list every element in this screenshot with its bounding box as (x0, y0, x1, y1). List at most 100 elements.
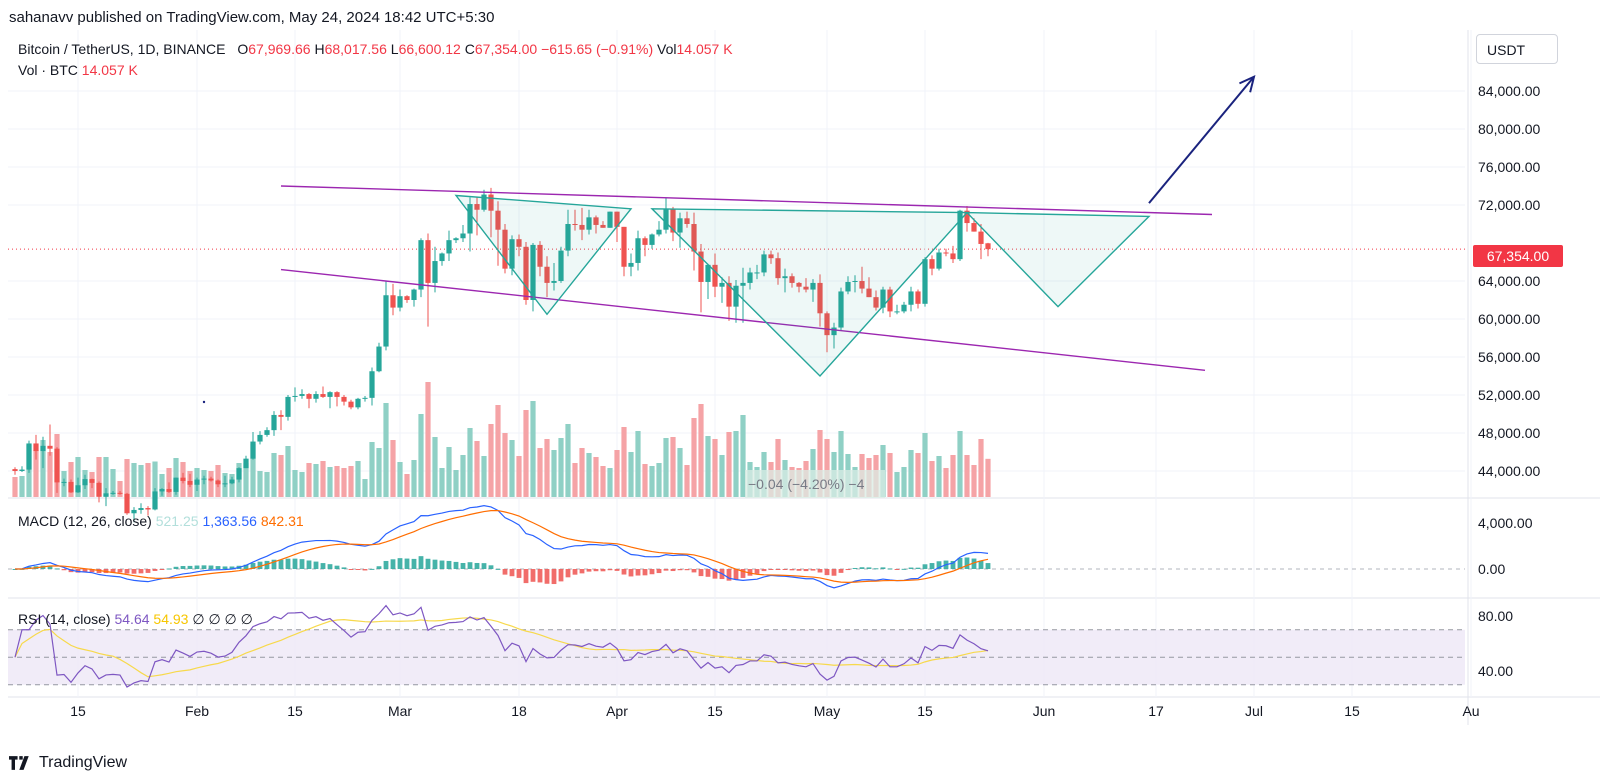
vol-label: Vol (657, 41, 677, 57)
macd-histogram-bar (117, 569, 123, 573)
macd-histogram-bar (194, 565, 200, 569)
volume-bar (306, 463, 312, 497)
macd-histogram-bar (929, 563, 935, 569)
volume-bar (705, 436, 711, 497)
volume-bar (68, 462, 74, 497)
volume-bar (313, 464, 319, 497)
symbol-name[interactable]: Bitcoin / TetherUS, 1D, BINANCE (18, 41, 226, 57)
rsi-label[interactable]: RSI (14, close) (18, 611, 111, 627)
candle-body (40, 445, 46, 452)
volume-bar (341, 468, 347, 497)
macd-histogram-bar (404, 558, 410, 569)
volume-bar (152, 461, 158, 497)
candle-body (145, 508, 151, 510)
macd-histogram-bar (614, 569, 620, 571)
candle-body (33, 443, 39, 452)
time-tick-label: Au (1462, 703, 1479, 719)
candle-body (943, 252, 949, 254)
time-tick-label: 15 (70, 703, 86, 719)
volume-bar (775, 439, 781, 497)
currency-unit-button[interactable]: USDT (1476, 34, 1558, 64)
macd-histogram-bar (243, 564, 249, 569)
volume-bar (537, 448, 543, 497)
volume-bar (47, 452, 53, 497)
volume-bar (271, 453, 277, 497)
macd-histogram-bar (299, 559, 305, 569)
volume-bar (173, 458, 179, 497)
volume-bar (740, 415, 746, 497)
candle-body (481, 194, 487, 210)
macd-histogram-bar (390, 559, 396, 569)
time-tick-label: 15 (917, 703, 933, 719)
rsi-tick-label: 80.00 (1478, 608, 1513, 624)
macd-histogram-bar (75, 569, 81, 573)
candle-body (670, 208, 676, 233)
candle-body (530, 244, 536, 300)
candle-body (908, 291, 914, 305)
macd-histogram-bar (89, 569, 95, 573)
symbol-legend: Bitcoin / TetherUS, 1D, BINANCE O67,969.… (18, 41, 733, 57)
volume-bar (558, 438, 564, 497)
volume-bar (138, 465, 144, 497)
price-tick-label: 44,000.00 (1478, 463, 1540, 479)
rsi-legend: RSI (14, close) 54.64 54.93 ∅ ∅ ∅ ∅ (18, 611, 253, 628)
candle-body (803, 286, 809, 290)
macd-histogram-bar (838, 569, 844, 573)
low-label: L (390, 41, 399, 57)
volume-bar (957, 431, 963, 497)
macd-histogram-bar (278, 559, 284, 569)
volume-bar (299, 472, 305, 497)
volume-label[interactable]: Vol · BTC (18, 62, 78, 78)
macd-histogram-bar (145, 569, 151, 573)
volume-bar (397, 462, 403, 497)
price-tick-label: 76,000.00 (1478, 159, 1540, 175)
publish-info: sahanavv published on TradingView.com, M… (9, 9, 495, 26)
candle-body (446, 240, 452, 254)
candle-body (635, 238, 641, 263)
volume-range-box (745, 470, 885, 498)
close-value: 67,354.00 (474, 41, 538, 57)
macd-histogram-bar (824, 569, 830, 576)
macd-histogram-bar (187, 565, 193, 569)
volume-bar (733, 431, 739, 497)
candle-body (243, 458, 249, 469)
macd-histogram-bar (264, 560, 270, 569)
macd-histogram-bar (362, 569, 368, 571)
volume-bar (243, 463, 249, 497)
macd-histogram-bar (229, 566, 235, 569)
volume-bar (901, 467, 907, 497)
volume-legend: Vol · BTC 14.057 K (18, 62, 138, 78)
macd-label[interactable]: MACD (12, 26, close) (18, 513, 152, 529)
candle-body (761, 254, 767, 273)
macd-histogram-bar (257, 561, 263, 569)
candle-body (376, 346, 382, 372)
volume-bar (145, 463, 151, 497)
macd-histogram-bar (544, 569, 550, 584)
volume-bar (915, 453, 921, 497)
candle-body (173, 477, 179, 492)
candle-body (964, 210, 970, 224)
volume-bar (159, 474, 165, 497)
candle-body (838, 291, 844, 328)
macd-histogram-bar (376, 566, 382, 569)
footer-brand[interactable]: TradingView (9, 754, 127, 772)
volume-bar (285, 446, 291, 497)
candle-body (103, 493, 109, 497)
volume-bar (502, 433, 508, 497)
candle-body (495, 210, 501, 230)
breakout-projection-line (1148, 76, 1255, 204)
volume-bar (887, 453, 893, 497)
macd-histogram-bar (138, 569, 144, 574)
volume-bar (110, 469, 116, 497)
macd-histogram-bar (894, 569, 900, 570)
footer-brand-text: TradingView (39, 754, 128, 771)
volume-bar (677, 448, 683, 497)
volume-bar (635, 431, 641, 497)
time-tick-label: Jul (1245, 703, 1263, 719)
time-tick-label: 15 (1344, 703, 1360, 719)
macd-histogram-bar (670, 569, 676, 572)
candle-body (558, 250, 564, 281)
volume-bar (348, 466, 354, 497)
macd-histogram-bar (467, 562, 473, 569)
